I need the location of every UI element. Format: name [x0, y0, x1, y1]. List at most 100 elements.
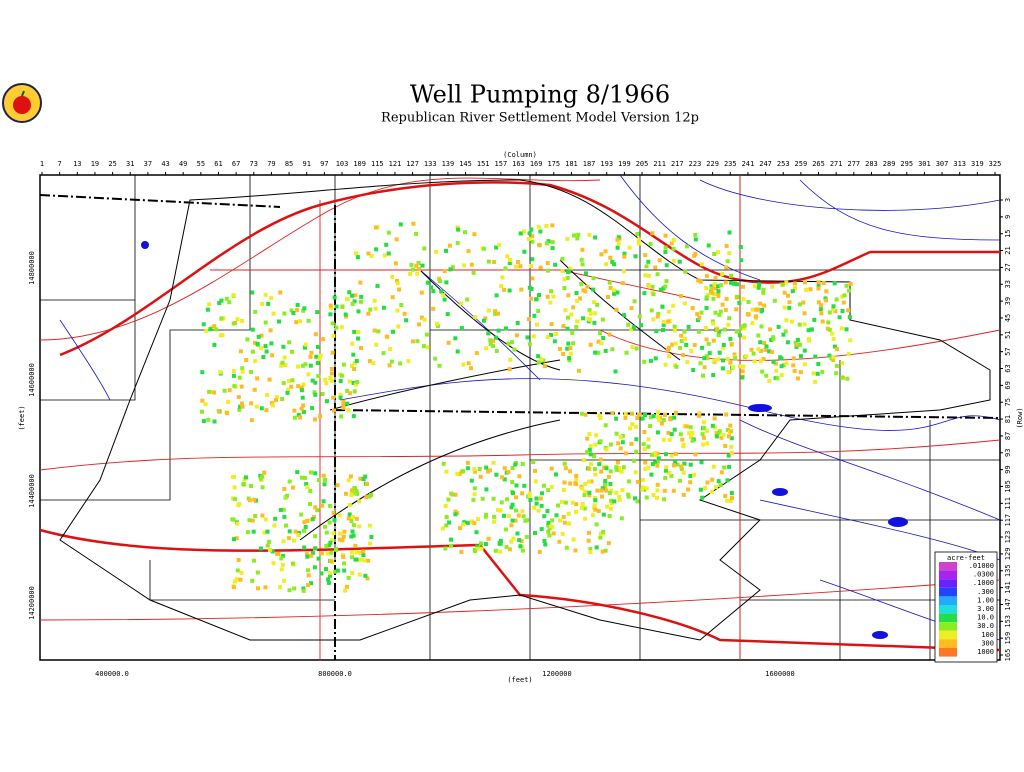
pumping-cell [356, 336, 360, 341]
pumping-cell [349, 492, 354, 497]
pumping-cell [301, 586, 306, 591]
pumping-cell [629, 441, 634, 446]
pumping-cell [816, 286, 821, 291]
pumping-cell [332, 408, 336, 413]
pumping-cell [615, 237, 620, 242]
column-tick-label: 109 [353, 160, 366, 168]
pumping-cell [633, 424, 638, 429]
pumping-cell [310, 378, 315, 383]
pumping-cell [730, 496, 734, 500]
pumping-cell [547, 533, 552, 538]
x-tick-label: 1600000 [765, 670, 795, 678]
pumping-cell [593, 495, 597, 500]
pumping-cell [567, 356, 572, 361]
pumping-cell [508, 547, 512, 552]
pumping-cell [690, 430, 695, 435]
pumping-cell [520, 462, 525, 466]
pumping-cell [565, 346, 570, 351]
pumping-cell [816, 280, 821, 285]
pumping-cell [770, 284, 775, 289]
pumping-cell [287, 529, 292, 534]
pumping-cell [514, 483, 519, 488]
pumping-cell [235, 568, 240, 573]
pumping-cell [219, 298, 224, 303]
pumping-cell [656, 415, 661, 420]
pumping-cell [663, 245, 668, 250]
pumping-cell [566, 315, 570, 320]
pumping-cell [509, 539, 514, 544]
pumping-cell [579, 506, 584, 510]
pumping-cell [282, 486, 287, 491]
pumping-cell [574, 473, 579, 478]
pumping-cell [250, 327, 255, 332]
y-tick-label: 14200000 [28, 586, 36, 620]
pumping-cell [313, 332, 318, 337]
pumping-cell [710, 477, 715, 482]
pumping-cell [471, 270, 476, 275]
pumping-cell [305, 568, 310, 573]
pumping-cell [565, 326, 570, 331]
pumping-cell [250, 290, 255, 295]
pumping-cell [827, 310, 832, 315]
pumping-cell [484, 465, 489, 470]
pumping-cell [482, 318, 486, 323]
pumping-cell [265, 543, 270, 548]
pumping-cell [750, 321, 755, 326]
pumping-cell [658, 287, 663, 292]
pumping-cell [500, 475, 505, 480]
pumping-cell [655, 496, 659, 500]
pumping-cell [806, 328, 811, 333]
pumping-cell [580, 262, 585, 267]
column-tick-label: 223 [689, 160, 702, 168]
pumping-cell [449, 537, 453, 542]
y-tick-label: 14800000 [28, 251, 36, 285]
pumping-cell [637, 314, 642, 319]
pumping-cell [754, 307, 759, 312]
pumping-cell [604, 466, 609, 471]
pumping-cell [469, 366, 473, 371]
pumping-cell [494, 293, 499, 298]
pumping-cell [704, 354, 709, 359]
pumping-cell [323, 478, 327, 482]
pumping-cell [697, 329, 701, 334]
pumping-cell [793, 286, 797, 291]
pumping-cell [410, 267, 415, 272]
column-tick-label: 319 [971, 160, 984, 168]
pumping-cell [527, 342, 532, 347]
legend-swatch [939, 562, 957, 571]
pumping-cell [514, 333, 519, 338]
pumping-cell [729, 491, 734, 495]
pumping-cell [720, 302, 725, 307]
pumping-cell [303, 524, 308, 529]
pumping-cell [445, 312, 450, 317]
column-tick-label: 73 [250, 160, 258, 168]
pumping-cell [200, 409, 204, 414]
pumping-cell [478, 474, 483, 479]
pumping-cell [320, 503, 324, 508]
pumping-cell [465, 297, 470, 302]
pumping-cell [692, 343, 697, 347]
pumping-cell [234, 536, 239, 541]
pumping-cell [659, 421, 664, 426]
pumping-cell [727, 464, 732, 469]
pumping-cell [570, 500, 575, 505]
pumping-cell [592, 503, 597, 508]
pumping-cell [787, 300, 792, 305]
pumping-cell [353, 543, 358, 548]
pumping-cell [770, 349, 775, 354]
pumping-cell [289, 308, 294, 313]
pumping-cell [724, 412, 729, 417]
pumping-cell [700, 345, 705, 350]
pumping-cell [511, 491, 515, 495]
column-tick-label: 1 [40, 160, 44, 168]
pumping-cell [695, 312, 700, 317]
pumping-cell [217, 301, 222, 305]
pumping-cell [679, 464, 684, 469]
pumping-cell [672, 427, 677, 432]
pumping-cell [656, 456, 661, 461]
pumping-cell [530, 234, 535, 239]
pumping-cell [701, 420, 706, 425]
pumping-cell [507, 261, 512, 265]
pumping-cell [299, 475, 304, 480]
pumping-cell [363, 573, 368, 578]
